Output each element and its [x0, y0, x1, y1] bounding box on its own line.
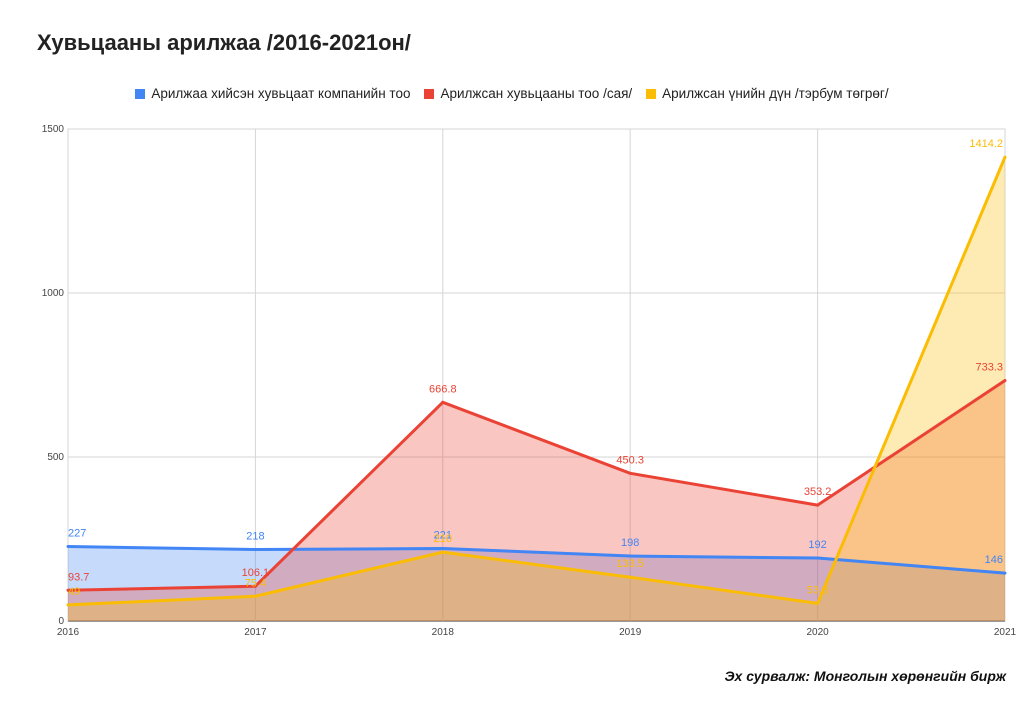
point-shares: [66, 588, 70, 592]
point-companies: [816, 556, 820, 560]
point-shares: [253, 584, 257, 588]
y-tick-label: 0: [58, 616, 64, 627]
data-label-shares: 353.2: [804, 486, 832, 498]
legend-item-value: Арилжсан үнийн дүн /тэрбум төгрөг/: [646, 86, 889, 101]
x-tick-label: 2020: [806, 627, 829, 638]
point-shares: [441, 400, 445, 404]
y-tick-label: 500: [47, 452, 64, 463]
legend-swatch-companies: [135, 88, 146, 99]
line-companies: [67, 545, 1006, 575]
point-companies: [628, 554, 632, 558]
point-companies: [1003, 571, 1007, 575]
point-companies: [441, 547, 445, 551]
point-value: [441, 550, 445, 554]
legend-label-companies: Арилжаа хийсэн хувьцаат компанийн тоо: [151, 86, 411, 101]
x-tick-label: 2019: [619, 627, 642, 638]
line-value: [67, 156, 1007, 607]
data-label-shares: 93.7: [68, 571, 89, 583]
legend-swatch-value: [646, 88, 657, 99]
data-label-companies: 146: [985, 554, 1003, 566]
point-value: [253, 594, 257, 598]
point-shares: [1003, 378, 1007, 382]
chart-title: Хувьцааны арилжаа /2016-2021он/: [37, 30, 411, 55]
legend-label-shares: Арилжсан хувьцааны тоо /сая/: [440, 86, 633, 101]
legend-swatch-shares: [424, 88, 435, 99]
data-label-companies: 192: [808, 539, 826, 551]
point-value: [66, 603, 70, 607]
data-label-value: 49: [68, 586, 80, 598]
point-shares: [816, 503, 820, 507]
x-tick-label: 2021: [994, 627, 1017, 638]
data-label-value: 210: [434, 533, 452, 545]
data-label-value: 75.4: [245, 577, 266, 589]
line-shares: [67, 379, 1006, 592]
data-label-shares: 450.3: [616, 454, 644, 466]
legend-label-value: Арилжсан үнийн дүн /тэрбум төгрөг/: [662, 86, 889, 101]
point-companies: [66, 545, 70, 549]
legend-item-companies: Арилжаа хийсэн хувьцаат компанийн тоо: [135, 86, 410, 101]
area-value: [68, 157, 1005, 621]
data-label-value: 53.8: [807, 584, 828, 596]
data-label-shares: 106.1: [242, 567, 270, 579]
x-tick-label: 2016: [57, 627, 80, 638]
point-shares: [628, 471, 632, 475]
x-tick-label: 2017: [244, 627, 267, 638]
x-tick-label: 2018: [432, 627, 455, 638]
legend: Арилжаа хийсэн хувьцаат компанийн тоо Ар…: [0, 86, 1024, 101]
area-companies: [68, 546, 1005, 621]
y-tick-label: 1500: [42, 124, 65, 135]
data-label-value: 1414.2: [969, 138, 1003, 150]
data-label-shares: 666.8: [429, 383, 457, 395]
y-tick-label: 1000: [42, 288, 65, 299]
data-label-value: 133.5: [616, 558, 644, 570]
point-value: [1003, 155, 1007, 159]
point-value: [628, 575, 632, 579]
source-note: Эх сурвалж: Монголын хөрөнгийн бирж: [724, 668, 1006, 684]
point-companies: [253, 547, 257, 551]
data-label-companies: 227: [68, 528, 86, 540]
legend-item-shares: Арилжсан хувьцааны тоо /сая/: [424, 86, 632, 101]
point-value: [816, 601, 820, 605]
data-label-companies: 221: [434, 530, 452, 542]
data-label-shares: 733.3: [975, 361, 1003, 373]
area-shares: [68, 380, 1005, 621]
data-label-companies: 218: [246, 530, 264, 542]
data-label-companies: 198: [621, 537, 639, 549]
